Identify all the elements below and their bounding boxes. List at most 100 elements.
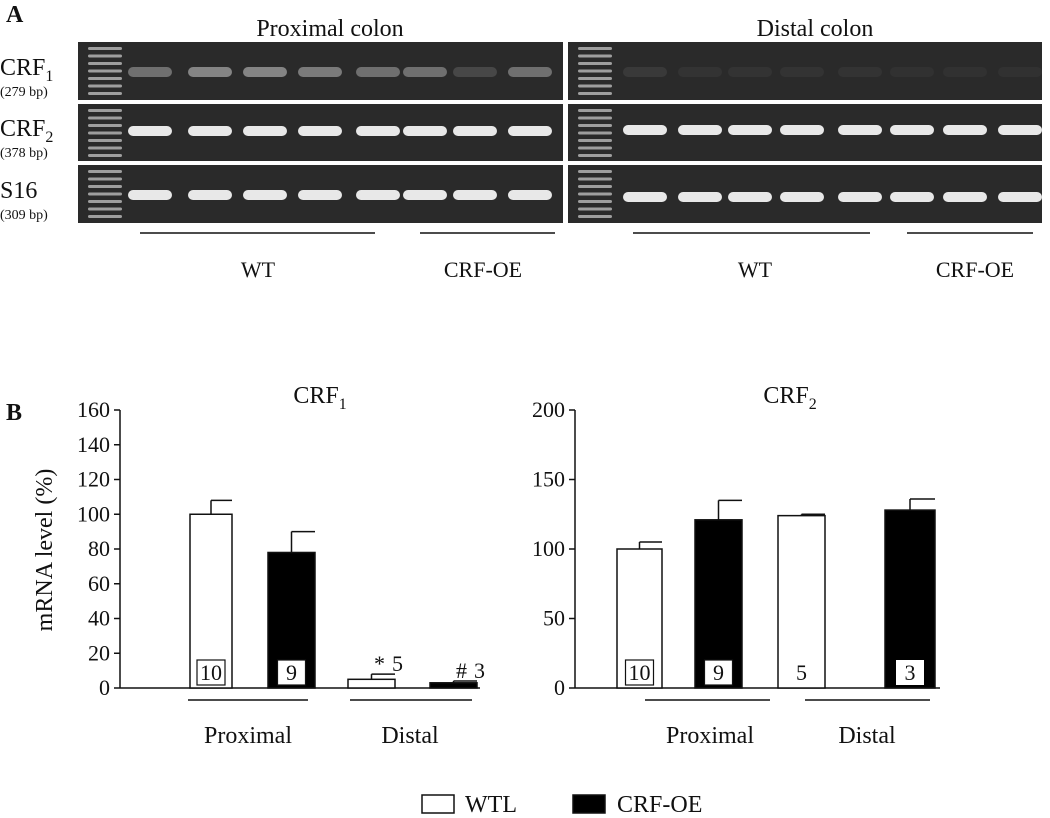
ladder-band — [578, 77, 612, 80]
ladder-band — [578, 185, 612, 188]
gel-band — [678, 192, 722, 202]
gel-band — [356, 126, 400, 136]
gel-band — [356, 67, 400, 77]
count-box — [196, 659, 226, 686]
gel-band — [243, 190, 287, 200]
y-tick-label: 0 — [554, 675, 565, 700]
gel-band — [453, 190, 497, 200]
gel-band — [623, 125, 667, 135]
gel-band — [943, 67, 987, 77]
ladder-band — [88, 54, 122, 58]
ladder-band — [88, 192, 122, 196]
y-tick-label: 50 — [543, 606, 565, 631]
count-box — [276, 659, 307, 686]
ladder-band — [578, 200, 612, 203]
error-bar — [290, 530, 315, 553]
count-label: 10 — [629, 660, 651, 685]
count-box — [900, 660, 920, 685]
panel-label: A — [6, 2, 24, 28]
ladder-band — [88, 77, 122, 80]
gel-band — [838, 125, 882, 135]
ladder-band — [88, 185, 122, 188]
ladder-band — [88, 62, 122, 65]
text-part: S16 — [0, 178, 37, 204]
ladder-band — [578, 170, 612, 173]
ladder-band — [88, 154, 122, 157]
gel-band — [508, 67, 552, 77]
text-part: CRF — [293, 383, 338, 409]
text-part: 1 — [45, 68, 53, 85]
gel-band — [453, 126, 497, 136]
y-tick-label: 0 — [99, 675, 110, 700]
chart-title: CRF1 — [293, 383, 346, 413]
gel-band — [403, 67, 447, 77]
gel-band — [780, 67, 824, 77]
gel-band — [838, 192, 882, 202]
ladder-band — [88, 170, 122, 173]
ladder-band — [578, 192, 612, 196]
y-tick-label: 160 — [77, 397, 110, 422]
ladder-band — [88, 69, 122, 73]
x-tick-label: Proximal — [204, 723, 292, 749]
gel-band — [243, 126, 287, 136]
ladder-band — [88, 139, 122, 142]
gel-band — [943, 192, 987, 202]
group-label: WT — [241, 257, 276, 282]
gel-image — [568, 42, 1042, 100]
gel-band — [356, 190, 400, 200]
gel-band — [998, 125, 1042, 135]
x-tick-label: Proximal — [666, 723, 754, 749]
count-label: 5 — [796, 660, 807, 685]
ladder-band — [88, 84, 122, 88]
band-size: (378 bp) — [0, 146, 48, 161]
gel-band — [508, 190, 552, 200]
panel-label: B — [6, 400, 22, 426]
ladder-band — [88, 146, 122, 150]
gel-band — [128, 190, 172, 200]
gel-band — [623, 67, 667, 77]
gene-label: CRF2 — [0, 116, 53, 146]
gel-band — [728, 67, 772, 77]
gel-band — [890, 125, 934, 135]
error-bar — [370, 673, 395, 680]
ladder-band — [578, 139, 612, 142]
text-part: 2 — [809, 396, 817, 413]
gel-band — [890, 192, 934, 202]
ladder-band — [88, 207, 122, 211]
gel-band — [453, 67, 497, 77]
ladder-band — [88, 200, 122, 203]
y-tick-label: 120 — [77, 467, 110, 492]
gel-band — [243, 67, 287, 77]
error-bar — [638, 541, 662, 549]
y-tick-label: 80 — [88, 536, 110, 561]
ladder-band — [578, 47, 612, 50]
error-bar — [800, 513, 825, 516]
ladder-band — [578, 54, 612, 58]
ladder-band — [88, 109, 122, 112]
ladder-band — [578, 177, 612, 181]
ladder-band — [88, 116, 122, 120]
ladder-band — [578, 62, 612, 65]
count-box — [703, 659, 734, 686]
legend-label: WTL — [465, 792, 517, 818]
y-tick-label: 200 — [532, 397, 565, 422]
annotation: * — [374, 651, 385, 676]
ladder-band — [578, 69, 612, 73]
ladder-band — [578, 146, 612, 150]
gel-band — [728, 192, 772, 202]
count-box — [624, 659, 655, 686]
count-label: 5 — [392, 651, 403, 676]
region-title: Proximal colon — [256, 16, 403, 42]
ladder-band — [578, 109, 612, 112]
error-bar — [210, 499, 232, 515]
ladder-band — [578, 116, 612, 120]
gel-band — [298, 67, 342, 77]
ladder-band — [578, 131, 612, 135]
y-tick-label: 100 — [532, 536, 565, 561]
annotation: # — [456, 658, 467, 683]
x-tick-label: Distal — [381, 723, 439, 749]
group-label: CRF-OE — [444, 257, 522, 282]
bar — [884, 509, 936, 689]
gel-band — [998, 67, 1042, 77]
